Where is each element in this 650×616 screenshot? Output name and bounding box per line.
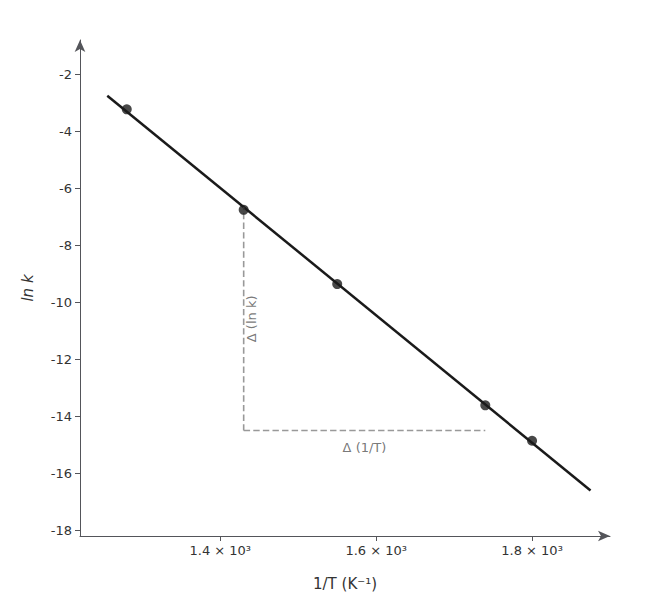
svg-text:1.4 × 10³: 1.4 × 10³ — [189, 543, 251, 558]
svg-text:-4: -4 — [59, 124, 72, 139]
svg-text:1.6 × 10³: 1.6 × 10³ — [345, 543, 407, 558]
svg-text:-2: -2 — [59, 67, 72, 82]
svg-text:-6: -6 — [59, 181, 72, 196]
svg-text:Δ (1/T): Δ (1/T) — [343, 440, 387, 455]
svg-text:-8: -8 — [59, 238, 72, 253]
svg-text:-18: -18 — [51, 523, 72, 538]
svg-text:1.8 × 10³: 1.8 × 10³ — [501, 543, 563, 558]
svg-text:-14: -14 — [51, 409, 72, 424]
svg-text:-16: -16 — [51, 466, 72, 481]
svg-text:-12: -12 — [51, 352, 72, 367]
svg-text:1/T (K⁻¹): 1/T (K⁻¹) — [313, 575, 377, 593]
svg-text:ln k: ln k — [19, 273, 37, 301]
svg-text:Δ (ln k): Δ (ln k) — [244, 295, 259, 342]
svg-text:-10: -10 — [51, 295, 72, 310]
